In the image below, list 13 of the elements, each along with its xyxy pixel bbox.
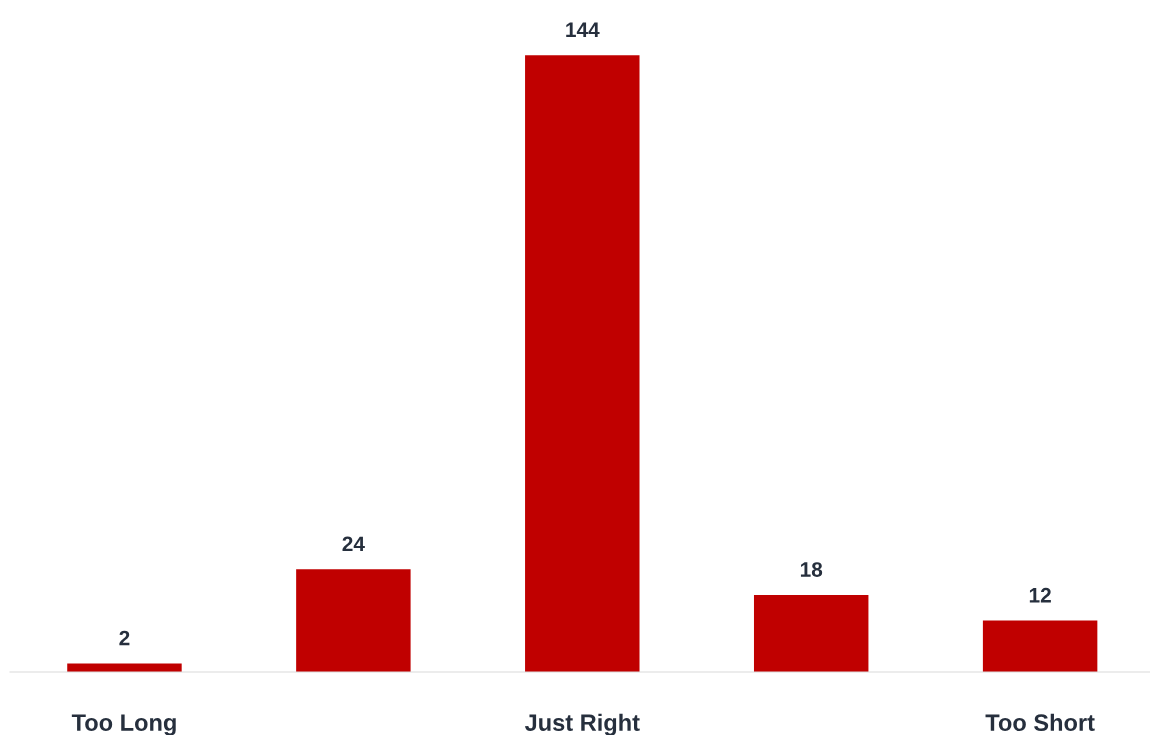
bar — [67, 663, 182, 672]
bar — [296, 569, 411, 672]
x-tick-label: Too Long — [71, 714, 176, 735]
data-label: 144 — [566, 22, 600, 37]
data-label: 12 — [1029, 587, 1051, 603]
bar — [525, 55, 640, 672]
data-label: 24 — [342, 536, 365, 551]
bar — [753, 594, 869, 672]
x-tick-label: Too Short — [985, 713, 1095, 732]
data-label: 18 — [800, 562, 823, 577]
bar — [982, 620, 1098, 672]
data-label: 2 — [119, 630, 130, 646]
x-tick-label: Just Right — [524, 713, 640, 735]
